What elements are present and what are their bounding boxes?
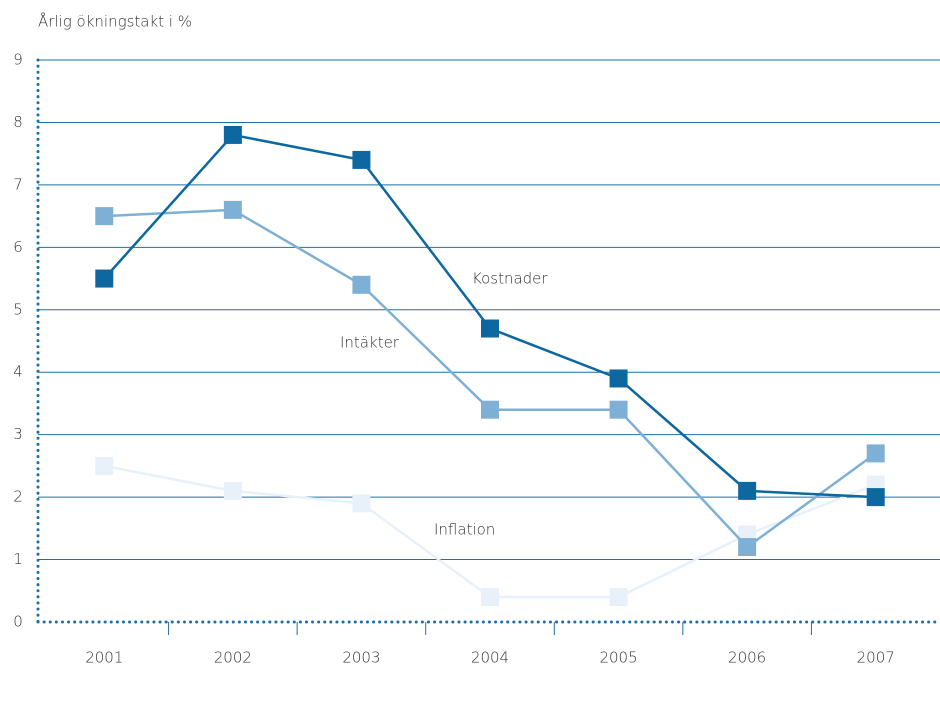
data-point	[866, 488, 885, 507]
data-point	[866, 444, 885, 463]
y-tick-label: 4	[13, 363, 23, 381]
y-tick-label: 0	[13, 613, 23, 631]
x-tick-label: 2002	[214, 649, 252, 667]
data-point	[609, 588, 628, 607]
data-point	[481, 400, 499, 419]
x-tick-label: 2007	[857, 649, 895, 667]
x-tick-label: 2003	[342, 649, 380, 667]
data-point	[352, 494, 371, 513]
data-point	[352, 275, 371, 294]
x-tick-label: 2005	[599, 649, 637, 667]
data-point	[223, 481, 242, 500]
y-tick-label: 9	[13, 51, 23, 69]
series-label: Intäkter	[340, 334, 400, 352]
y-tick-label: 2	[13, 488, 23, 506]
y-tick-label: 5	[13, 300, 23, 318]
data-point	[609, 400, 628, 419]
data-point	[95, 456, 114, 475]
y-tick-label: 7	[13, 175, 23, 193]
x-tick-label: 2006	[728, 649, 766, 667]
data-point	[95, 207, 114, 226]
series-label: Inflation	[434, 521, 495, 539]
series-line	[104, 208, 877, 549]
x-tick-label: 2001	[85, 649, 123, 667]
series-line	[103, 133, 876, 499]
y-tick-label: 8	[13, 113, 23, 131]
data-point	[352, 150, 371, 169]
data-point	[95, 269, 114, 288]
data-point	[738, 481, 757, 500]
y-tick-label: 6	[13, 238, 23, 256]
data-point	[223, 200, 242, 219]
y-tick-label: 1	[13, 550, 23, 568]
data-point	[223, 125, 242, 144]
series-label: Kostnader	[472, 270, 548, 288]
data-point	[609, 369, 628, 388]
x-tick-label: 2004	[471, 649, 509, 667]
y-tick-label: 3	[13, 425, 23, 443]
data-point	[738, 538, 757, 557]
data-point	[481, 588, 499, 607]
data-point	[481, 319, 499, 338]
y-axis-label: Årlig ökningstakt i %	[38, 12, 192, 31]
